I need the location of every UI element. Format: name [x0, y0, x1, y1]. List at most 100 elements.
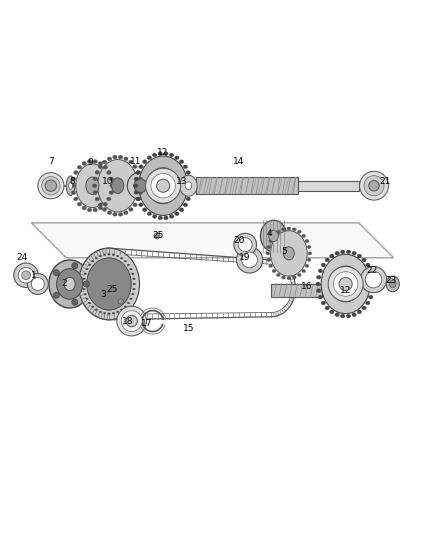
Ellipse shape — [120, 257, 123, 259]
Ellipse shape — [186, 171, 191, 174]
Circle shape — [339, 277, 352, 290]
Ellipse shape — [305, 264, 309, 268]
Ellipse shape — [124, 157, 128, 160]
Ellipse shape — [82, 161, 86, 165]
Polygon shape — [31, 223, 394, 258]
Ellipse shape — [269, 230, 279, 241]
Circle shape — [234, 233, 257, 256]
Ellipse shape — [112, 178, 124, 193]
Ellipse shape — [346, 250, 351, 254]
Ellipse shape — [78, 248, 140, 320]
Ellipse shape — [93, 177, 97, 181]
Ellipse shape — [113, 155, 117, 159]
Ellipse shape — [109, 191, 113, 195]
Ellipse shape — [352, 252, 356, 255]
Ellipse shape — [352, 313, 356, 317]
Ellipse shape — [103, 165, 107, 169]
Ellipse shape — [183, 165, 187, 168]
Ellipse shape — [103, 312, 106, 314]
Text: 16: 16 — [300, 281, 312, 290]
Ellipse shape — [71, 184, 75, 188]
Ellipse shape — [139, 156, 187, 215]
Ellipse shape — [272, 270, 276, 272]
Ellipse shape — [95, 309, 98, 311]
Ellipse shape — [325, 258, 329, 262]
Ellipse shape — [330, 310, 334, 314]
Ellipse shape — [188, 177, 192, 181]
Text: 12: 12 — [340, 286, 351, 295]
Ellipse shape — [118, 155, 123, 159]
Ellipse shape — [261, 220, 287, 252]
Ellipse shape — [139, 203, 143, 207]
Ellipse shape — [170, 153, 174, 157]
Ellipse shape — [92, 306, 94, 308]
Ellipse shape — [124, 306, 127, 308]
Ellipse shape — [130, 298, 132, 300]
Ellipse shape — [293, 228, 296, 231]
Ellipse shape — [98, 203, 102, 207]
Text: 25: 25 — [152, 231, 163, 240]
Ellipse shape — [98, 159, 138, 212]
Ellipse shape — [71, 177, 76, 181]
Ellipse shape — [158, 216, 162, 220]
Ellipse shape — [93, 208, 97, 212]
Text: 9: 9 — [87, 158, 93, 167]
Ellipse shape — [64, 277, 75, 290]
Circle shape — [31, 277, 44, 290]
Ellipse shape — [127, 302, 130, 304]
Ellipse shape — [317, 276, 321, 279]
Ellipse shape — [49, 260, 90, 308]
Ellipse shape — [83, 288, 85, 290]
Text: 22: 22 — [366, 266, 378, 276]
Ellipse shape — [147, 156, 152, 159]
Ellipse shape — [117, 311, 119, 313]
Ellipse shape — [129, 208, 133, 211]
Ellipse shape — [131, 273, 134, 274]
Ellipse shape — [152, 215, 157, 219]
Text: 4: 4 — [266, 229, 272, 238]
Circle shape — [21, 271, 30, 280]
Ellipse shape — [357, 310, 361, 314]
Ellipse shape — [276, 273, 280, 277]
Ellipse shape — [341, 250, 345, 254]
Ellipse shape — [107, 197, 111, 201]
Ellipse shape — [95, 197, 99, 201]
Ellipse shape — [366, 301, 370, 305]
Ellipse shape — [74, 171, 78, 174]
Ellipse shape — [76, 164, 109, 207]
Ellipse shape — [293, 276, 296, 279]
Ellipse shape — [71, 191, 76, 195]
Ellipse shape — [84, 293, 86, 295]
Ellipse shape — [164, 216, 168, 220]
Ellipse shape — [87, 258, 131, 310]
Ellipse shape — [127, 172, 153, 199]
Ellipse shape — [124, 211, 128, 214]
Text: 25: 25 — [106, 285, 118, 294]
Text: 17: 17 — [141, 319, 153, 328]
Ellipse shape — [188, 184, 193, 188]
Ellipse shape — [308, 252, 312, 255]
Ellipse shape — [124, 260, 127, 262]
Ellipse shape — [88, 302, 91, 304]
Circle shape — [27, 273, 48, 294]
Text: 12: 12 — [156, 149, 168, 157]
Circle shape — [369, 181, 379, 191]
Ellipse shape — [74, 197, 78, 201]
Circle shape — [328, 266, 363, 302]
Ellipse shape — [297, 273, 301, 277]
Ellipse shape — [103, 254, 106, 256]
Ellipse shape — [158, 152, 162, 156]
Circle shape — [365, 271, 382, 288]
Text: 21: 21 — [379, 177, 391, 186]
Circle shape — [126, 316, 138, 327]
Text: 1: 1 — [31, 271, 36, 280]
Circle shape — [72, 263, 78, 269]
Ellipse shape — [175, 212, 179, 215]
Ellipse shape — [307, 259, 311, 261]
Ellipse shape — [267, 259, 270, 261]
Ellipse shape — [86, 177, 99, 195]
Ellipse shape — [369, 269, 373, 273]
Ellipse shape — [78, 203, 81, 206]
Circle shape — [333, 272, 358, 296]
Ellipse shape — [82, 206, 86, 210]
